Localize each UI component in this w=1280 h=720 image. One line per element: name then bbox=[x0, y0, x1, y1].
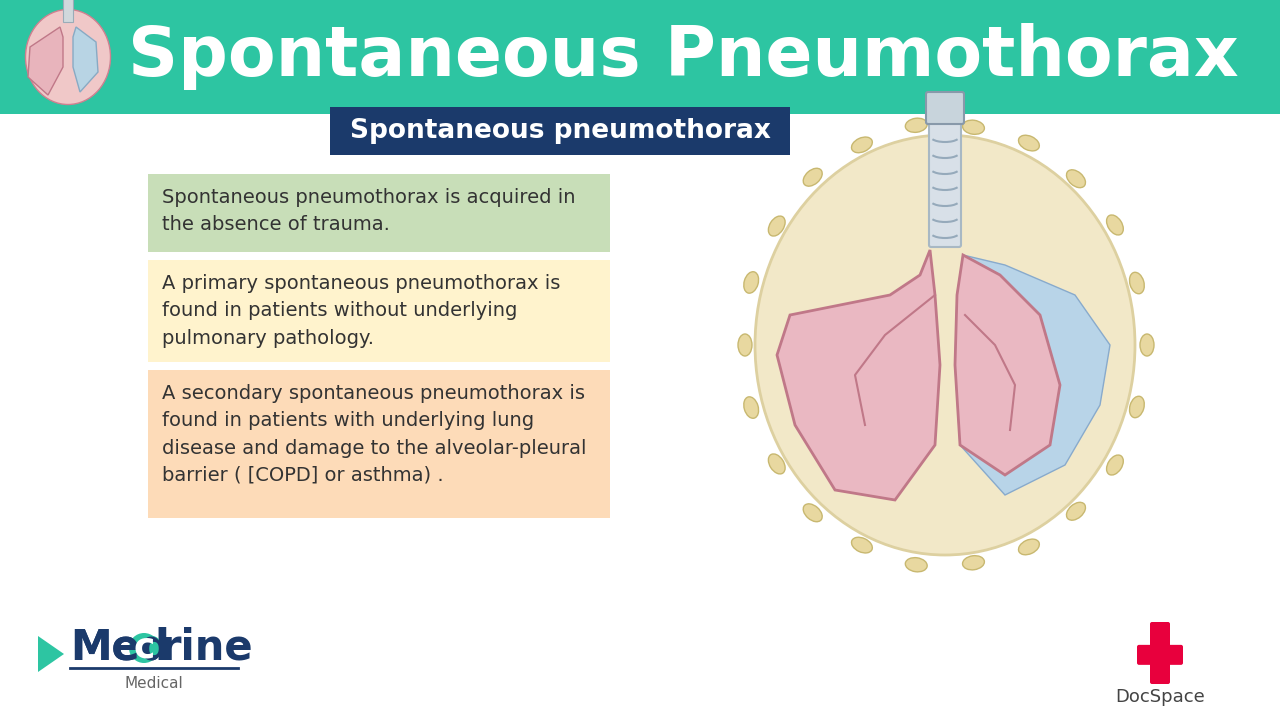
Text: Spontaneous Pneumothorax: Spontaneous Pneumothorax bbox=[128, 24, 1239, 91]
Text: rine: rine bbox=[160, 627, 252, 669]
Ellipse shape bbox=[963, 120, 984, 135]
Bar bbox=[63, 0, 73, 22]
Text: Med: Med bbox=[70, 627, 170, 669]
Text: Spontaneous pneumothorax: Spontaneous pneumothorax bbox=[349, 118, 771, 144]
FancyBboxPatch shape bbox=[925, 92, 964, 124]
Ellipse shape bbox=[1019, 539, 1039, 555]
Text: Spontaneous pneumothorax is acquired in
the absence of trauma.: Spontaneous pneumothorax is acquired in … bbox=[163, 188, 576, 234]
Text: Med: Med bbox=[70, 627, 170, 669]
Ellipse shape bbox=[804, 168, 822, 186]
Ellipse shape bbox=[804, 504, 822, 522]
Ellipse shape bbox=[905, 557, 927, 572]
Bar bbox=[0, 0, 1280, 114]
Text: A secondary spontaneous pneumothorax is
found in patients with underlying lung
d: A secondary spontaneous pneumothorax is … bbox=[163, 384, 586, 485]
Ellipse shape bbox=[26, 9, 110, 104]
Ellipse shape bbox=[744, 397, 759, 418]
FancyBboxPatch shape bbox=[330, 107, 790, 155]
Ellipse shape bbox=[1140, 334, 1155, 356]
Ellipse shape bbox=[1066, 503, 1085, 521]
Ellipse shape bbox=[851, 537, 873, 553]
Text: A primary spontaneous pneumothorax is
found in patients without underlying
pulmo: A primary spontaneous pneumothorax is fo… bbox=[163, 274, 561, 348]
Ellipse shape bbox=[739, 334, 753, 356]
Circle shape bbox=[129, 633, 159, 663]
Ellipse shape bbox=[768, 454, 785, 474]
Ellipse shape bbox=[1129, 272, 1144, 294]
Text: c: c bbox=[133, 631, 155, 665]
Text: DocSpace: DocSpace bbox=[1115, 688, 1204, 706]
Polygon shape bbox=[955, 255, 1060, 475]
Ellipse shape bbox=[768, 216, 785, 236]
Ellipse shape bbox=[963, 556, 984, 570]
FancyBboxPatch shape bbox=[929, 118, 961, 247]
Ellipse shape bbox=[1107, 215, 1124, 235]
Ellipse shape bbox=[755, 135, 1135, 555]
Polygon shape bbox=[777, 250, 940, 500]
Ellipse shape bbox=[1066, 170, 1085, 188]
Ellipse shape bbox=[1019, 135, 1039, 151]
Ellipse shape bbox=[1129, 396, 1144, 418]
FancyBboxPatch shape bbox=[1137, 645, 1183, 665]
Text: Medical: Medical bbox=[124, 676, 183, 691]
FancyBboxPatch shape bbox=[1149, 622, 1170, 684]
FancyBboxPatch shape bbox=[148, 370, 611, 518]
Ellipse shape bbox=[851, 137, 873, 153]
Polygon shape bbox=[73, 27, 99, 92]
Ellipse shape bbox=[1107, 455, 1124, 475]
Polygon shape bbox=[28, 27, 63, 95]
FancyBboxPatch shape bbox=[148, 260, 611, 362]
Polygon shape bbox=[955, 255, 1110, 495]
Polygon shape bbox=[38, 636, 64, 672]
Ellipse shape bbox=[744, 271, 759, 293]
FancyBboxPatch shape bbox=[148, 174, 611, 252]
Text: o: o bbox=[134, 627, 163, 669]
Ellipse shape bbox=[905, 118, 927, 132]
